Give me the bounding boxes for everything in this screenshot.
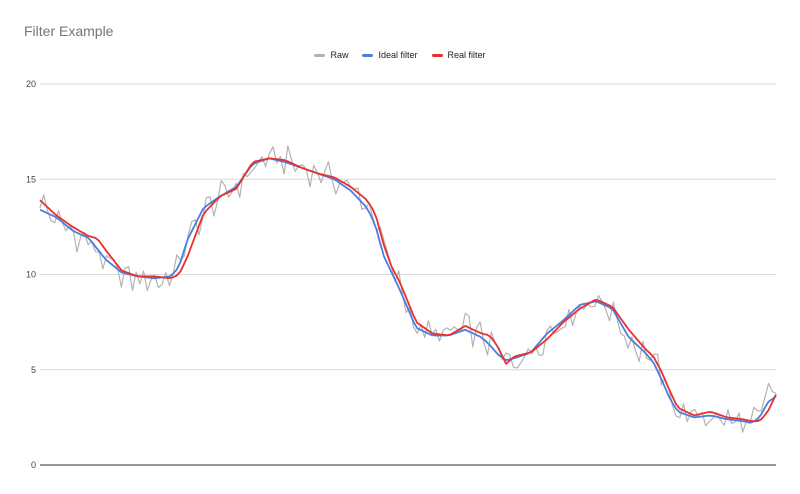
series-line-real-filter bbox=[39, 157, 777, 423]
legend: Raw Ideal filter Real filter bbox=[0, 50, 800, 60]
legend-swatch-real-filter bbox=[431, 53, 443, 57]
y-tick-label-15: 15 bbox=[26, 174, 36, 184]
legend-item-ideal-filter[interactable]: Ideal filter bbox=[362, 50, 418, 60]
chart-title: Filter Example bbox=[24, 23, 114, 39]
y-tick-label-20: 20 bbox=[26, 79, 36, 89]
y-tick-label-10: 10 bbox=[26, 270, 36, 280]
legend-label-ideal-filter: Ideal filter bbox=[378, 50, 418, 60]
y-axis-ticks: 0 5 10 15 20 bbox=[26, 79, 36, 470]
legend-swatch-raw bbox=[314, 53, 326, 57]
y-tick-label-5: 5 bbox=[31, 365, 36, 375]
legend-item-raw[interactable]: Raw bbox=[314, 50, 348, 60]
y-tick-label-0: 0 bbox=[31, 460, 36, 470]
legend-label-raw: Raw bbox=[330, 50, 349, 60]
legend-label-real-filter: Real filter bbox=[447, 50, 486, 60]
series-lines bbox=[39, 145, 777, 433]
legend-swatch-ideal-filter bbox=[362, 53, 374, 57]
gridlines bbox=[40, 83, 776, 371]
legend-item-real-filter[interactable]: Real filter bbox=[431, 50, 486, 60]
